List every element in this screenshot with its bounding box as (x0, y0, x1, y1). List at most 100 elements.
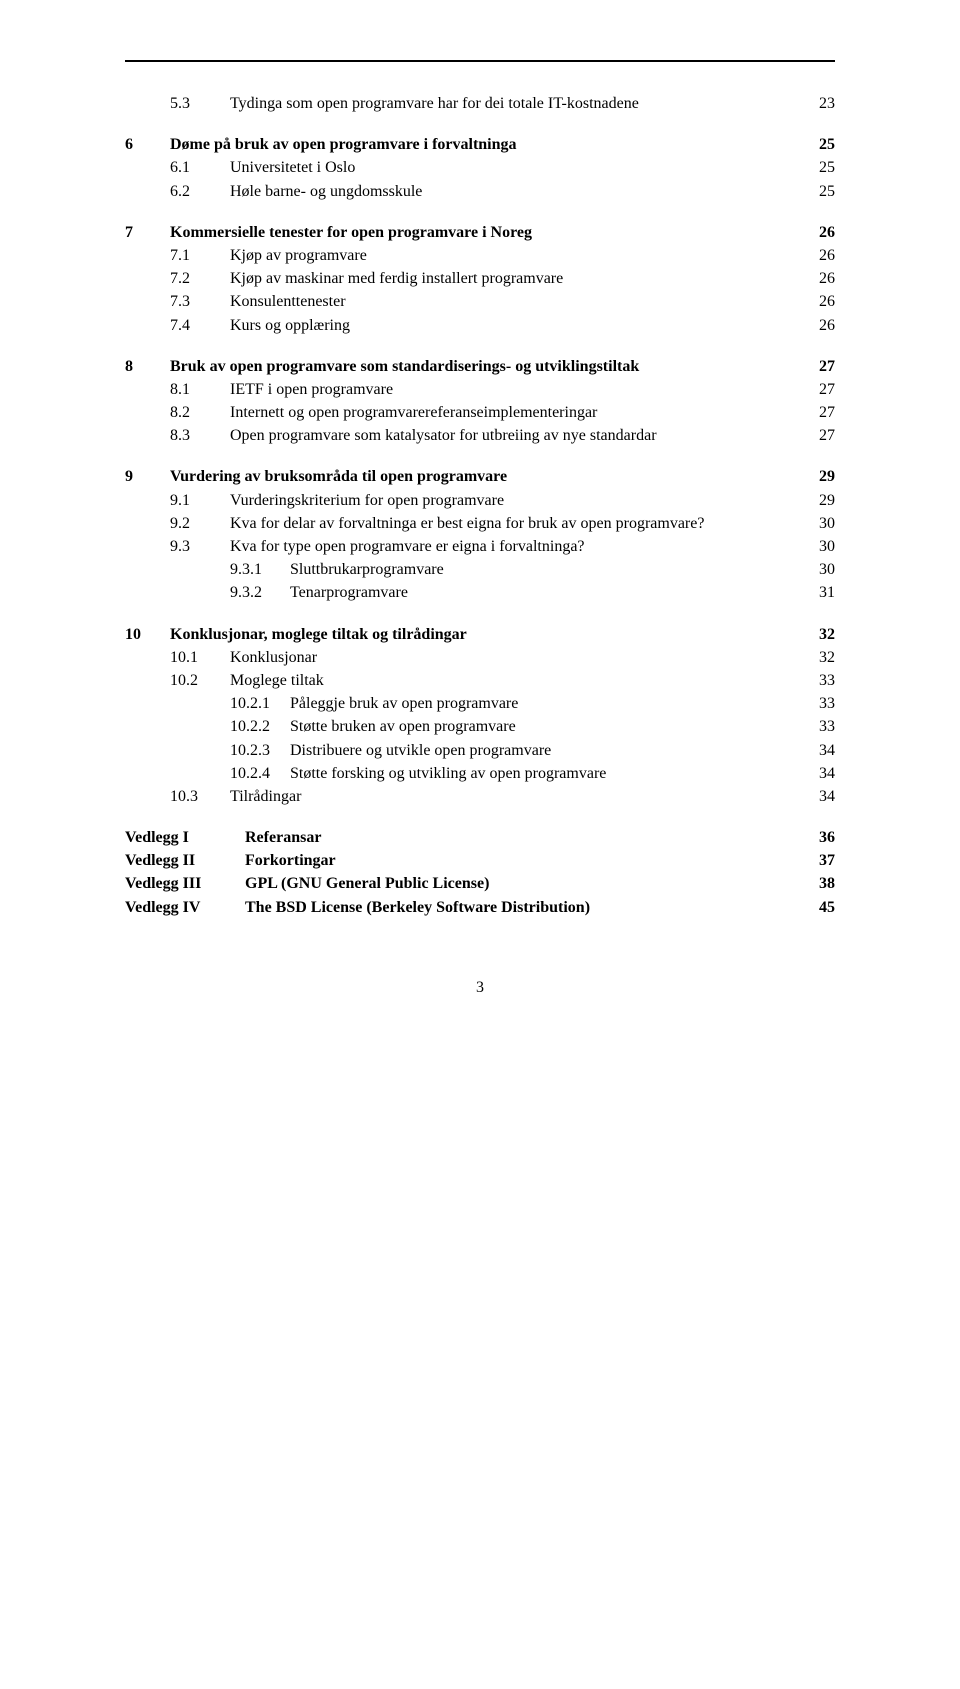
appendix-page-ref: 38 (800, 872, 835, 895)
toc-page-ref: 34 (800, 785, 835, 808)
toc-page-ref: 34 (800, 762, 835, 785)
toc-section-number: 6 (125, 133, 170, 156)
toc-subsub-number: 9.3.2 (230, 581, 290, 604)
toc-page-ref: 30 (800, 558, 835, 581)
toc-row: 10.3Tilrådingar34 (170, 785, 835, 808)
toc-sub-title: Kva for delar av forvaltninga er best ei… (230, 512, 800, 535)
appendix-row: Vedlegg IReferansar36 (125, 826, 835, 849)
spacer (125, 115, 835, 133)
toc-row: 6.1Universitetet i Oslo25 (170, 156, 835, 179)
appendix-list: Vedlegg IReferansar36Vedlegg IIForkortin… (125, 826, 835, 919)
toc-page-ref: 29 (800, 465, 835, 488)
appendix-title: Referansar (245, 826, 800, 849)
toc-subsub-title: Støtte forsking og utvikling av open pro… (290, 762, 800, 785)
appendix-label: Vedlegg III (125, 872, 245, 895)
toc-row: 8.2Internett og open programvarereferans… (170, 401, 835, 424)
toc-sub-title: Høle barne- og ungdomsskule (230, 180, 800, 203)
appendix-page-ref: 36 (800, 826, 835, 849)
toc-sub-title: Open programvare som katalysator for utb… (230, 424, 800, 447)
toc-page-ref: 25 (800, 180, 835, 203)
toc-row: 9.1Vurderingskriterium for open programv… (170, 489, 835, 512)
appendix-row: Vedlegg IIIGPL (GNU General Public Licen… (125, 872, 835, 895)
toc-subsub-title: Påleggje bruk av open programvare (290, 692, 800, 715)
appendix-label: Vedlegg IV (125, 896, 245, 919)
toc-row: 10.2.3Distribuere og utvikle open progra… (230, 739, 835, 762)
toc-sub-number: 10.3 (170, 785, 230, 808)
toc-sub-title: IETF i open programvare (230, 378, 800, 401)
toc-section-title: Kommersielle tenester for open programva… (170, 221, 800, 244)
toc-subsub-title: Tenarprogramvare (290, 581, 800, 604)
toc-sub-number: 8.1 (170, 378, 230, 401)
appendix-page-ref: 45 (800, 896, 835, 919)
toc-page-ref: 26 (800, 244, 835, 267)
appendix-title: GPL (GNU General Public License) (245, 872, 800, 895)
toc-row: 9.3Kva for type open programvare er eign… (170, 535, 835, 558)
toc-row: 7.3Konsulenttenester26 (170, 290, 835, 313)
toc-page-ref: 33 (800, 692, 835, 715)
toc-subsub-title: Sluttbrukarprogramvare (290, 558, 800, 581)
appendix-page-ref: 37 (800, 849, 835, 872)
spacer (125, 337, 835, 355)
toc-row: 8Bruk av open programvare som standardis… (125, 355, 835, 378)
appendix-title: The BSD License (Berkeley Software Distr… (245, 896, 800, 919)
toc-sub-number: 7.4 (170, 314, 230, 337)
toc-section-title: Vurdering av bruksområda til open progra… (170, 465, 800, 488)
spacer (125, 203, 835, 221)
appendix-label: Vedlegg II (125, 849, 245, 872)
toc-page-ref: 25 (800, 156, 835, 179)
toc-sub-title: Universitetet i Oslo (230, 156, 800, 179)
appendix-row: Vedlegg IIForkortingar37 (125, 849, 835, 872)
toc-page-ref: 29 (800, 489, 835, 512)
toc-sub-number: 7.2 (170, 267, 230, 290)
toc-row: 7.2Kjøp av maskinar med ferdig installer… (170, 267, 835, 290)
toc-section-title: Bruk av open programvare som standardise… (170, 355, 800, 378)
toc-page-ref: 26 (800, 314, 835, 337)
toc-page-ref: 27 (800, 378, 835, 401)
toc-section-title: Konklusjonar, moglege tiltak og tilrådin… (170, 623, 800, 646)
toc-row: 8.3Open programvare som katalysator for … (170, 424, 835, 447)
toc-page-ref: 27 (800, 355, 835, 378)
toc-page-ref: 30 (800, 512, 835, 535)
toc-row: 7.1Kjøp av programvare26 (170, 244, 835, 267)
toc-row: 9.3.1Sluttbrukarprogramvare30 (230, 558, 835, 581)
toc-sub-title: Tilrådingar (230, 785, 800, 808)
toc-sub-title: Konsulenttenester (230, 290, 800, 313)
toc-sub-title: Kurs og opplæring (230, 314, 800, 337)
appendix-label: Vedlegg I (125, 826, 245, 849)
toc-sub-number: 8.3 (170, 424, 230, 447)
toc-sub-number: 9.3 (170, 535, 230, 558)
toc-page-ref: 34 (800, 739, 835, 762)
toc-row: 6.2Høle barne- og ungdomsskule25 (170, 180, 835, 203)
toc-section-number: 10 (125, 623, 170, 646)
toc-sub-number: 7.1 (170, 244, 230, 267)
toc-section-number: 9 (125, 465, 170, 488)
toc-page-ref: 33 (800, 715, 835, 738)
toc-subsub-number: 10.2.4 (230, 762, 290, 785)
toc-row: 10.2.2Støtte bruken av open programvare3… (230, 715, 835, 738)
toc-sub-number: 6.1 (170, 156, 230, 179)
toc-sub-title: Vurderingskriterium for open programvare (230, 489, 800, 512)
toc-sub-title: Kjøp av maskinar med ferdig installert p… (230, 267, 800, 290)
toc-subsub-number: 10.2.1 (230, 692, 290, 715)
toc-sub-title: Kva for type open programvare er eigna i… (230, 535, 800, 558)
toc-sub-title: Kjøp av programvare (230, 244, 800, 267)
toc-page-ref: 26 (800, 290, 835, 313)
toc-row: 5.3Tydinga som open programvare har for … (170, 92, 835, 115)
toc-sub-number: 6.2 (170, 180, 230, 203)
toc-subsub-title: Distribuere og utvikle open programvare (290, 739, 800, 762)
toc-row: 7Kommersielle tenester for open programv… (125, 221, 835, 244)
toc-sub-title: Moglege tiltak (230, 669, 800, 692)
toc-row: 9.3.2Tenarprogramvare31 (230, 581, 835, 604)
toc-page-ref: 27 (800, 424, 835, 447)
toc-row: 10.2Moglege tiltak33 (170, 669, 835, 692)
toc-row: 10.2.4Støtte forsking og utvikling av op… (230, 762, 835, 785)
appendix-title: Forkortingar (245, 849, 800, 872)
toc-page-ref: 23 (800, 92, 835, 115)
toc-subsub-title: Støtte bruken av open programvare (290, 715, 800, 738)
toc-sub-number: 10.2 (170, 669, 230, 692)
toc-sub-number: 9.2 (170, 512, 230, 535)
toc-section-number: 8 (125, 355, 170, 378)
toc-page-ref: 32 (800, 623, 835, 646)
toc-page-ref: 26 (800, 221, 835, 244)
toc-sub-title: Tydinga som open programvare har for dei… (230, 92, 800, 115)
